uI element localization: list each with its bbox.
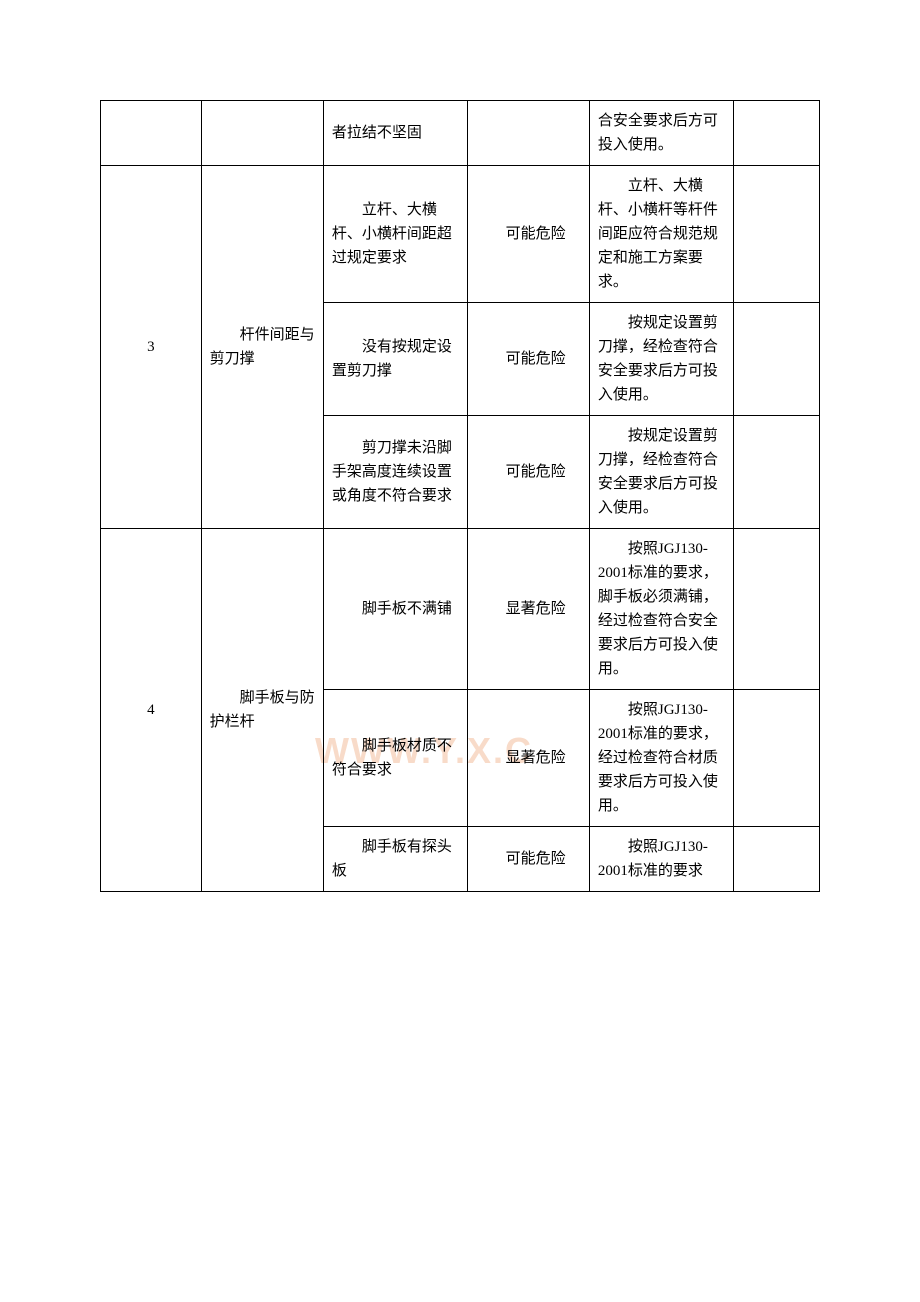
cell-measure: 按照JGJ130-2001标准的要求: [589, 827, 733, 892]
cell-risk: 可能危险: [467, 166, 589, 303]
cell-risk: 显著危险: [467, 529, 589, 690]
cell-desc: 没有按规定设置剪刀撑: [323, 303, 467, 416]
cell-measure: 合安全要求后方可投入使用。: [589, 101, 733, 166]
cell-desc: 脚手板材质不符合要求: [323, 690, 467, 827]
cell-category: 脚手板与防护栏杆: [201, 529, 323, 892]
cell-risk: 可能危险: [467, 416, 589, 529]
cell-empty: [733, 529, 819, 690]
cell-measure: 立杆、大横杆、小横杆等杆件间距应符合规范规定和施工方案要求。: [589, 166, 733, 303]
cell-desc: 剪刀撑未沿脚手架高度连续设置或角度不符合要求: [323, 416, 467, 529]
cell-measure: 按照JGJ130-2001标准的要求，脚手板必须满铺，经过检查符合安全要求后方可…: [589, 529, 733, 690]
cell-empty: [733, 416, 819, 529]
main-table: 者拉结不坚固 合安全要求后方可投入使用。 3 杆件间距与剪刀撑 立杆、大横杆、小…: [100, 100, 820, 892]
cell-risk: [467, 101, 589, 166]
cell-desc: 者拉结不坚固: [323, 101, 467, 166]
table-row: 4 脚手板与防护栏杆 脚手板不满铺 显著危险 按照JGJ130-2001标准的要…: [101, 529, 820, 690]
table-row: 者拉结不坚固 合安全要求后方可投入使用。: [101, 101, 820, 166]
cell-measure: 按照JGJ130-2001标准的要求，经过检查符合材质要求后方可投入使用。: [589, 690, 733, 827]
cell-empty: [733, 166, 819, 303]
cell-risk: 可能危险: [467, 827, 589, 892]
cell-category: [201, 101, 323, 166]
cell-empty: [733, 101, 819, 166]
cell-desc: 脚手板不满铺: [323, 529, 467, 690]
cell-measure: 按规定设置剪刀撑，经检查符合安全要求后方可投入使用。: [589, 303, 733, 416]
cell-empty: [733, 827, 819, 892]
cell-risk: 可能危险: [467, 303, 589, 416]
table-row: 3 杆件间距与剪刀撑 立杆、大横杆、小横杆间距超过规定要求 可能危险 立杆、大横…: [101, 166, 820, 303]
cell-seq: 4: [101, 529, 202, 892]
cell-empty: [733, 690, 819, 827]
cell-seq: 3: [101, 166, 202, 529]
cell-desc: 立杆、大横杆、小横杆间距超过规定要求: [323, 166, 467, 303]
cell-desc: 脚手板有探头板: [323, 827, 467, 892]
cell-measure: 按规定设置剪刀撑，经检查符合安全要求后方可投入使用。: [589, 416, 733, 529]
cell-seq: [101, 101, 202, 166]
cell-risk: 显著危险: [467, 690, 589, 827]
page-wrapper: WWW.Y.X.C 者拉结不坚固 合安全要求后方可投入使用。 3 杆件间距与剪刀…: [100, 100, 820, 892]
cell-category: 杆件间距与剪刀撑: [201, 166, 323, 529]
cell-empty: [733, 303, 819, 416]
